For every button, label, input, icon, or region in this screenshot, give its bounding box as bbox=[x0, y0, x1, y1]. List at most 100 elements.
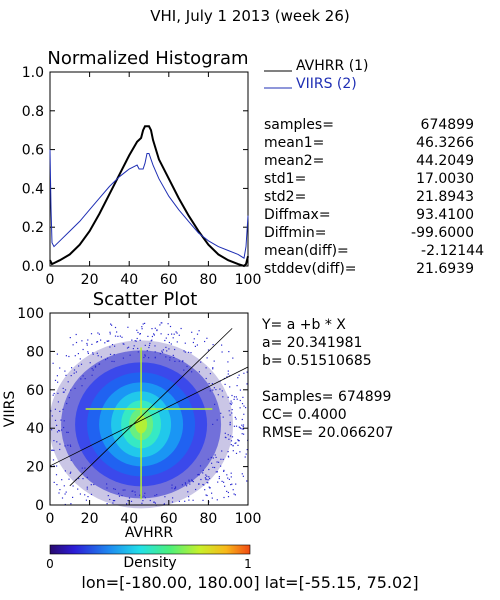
outlier-point bbox=[242, 426, 244, 428]
outlier-point bbox=[221, 450, 223, 452]
outlier-point bbox=[188, 499, 190, 501]
outlier-point bbox=[192, 341, 194, 344]
outlier-point bbox=[70, 503, 72, 505]
outlier-point bbox=[227, 477, 229, 479]
outlier-point bbox=[170, 343, 172, 345]
regression-panel: Y= a +b * X a= 20.341981 b= 0.51510685 S… bbox=[261, 317, 393, 441]
outlier-point bbox=[242, 396, 244, 398]
outlier-point bbox=[203, 484, 205, 486]
outlier-point bbox=[86, 488, 88, 490]
outlier-point bbox=[134, 491, 136, 493]
outlier-point bbox=[132, 348, 134, 350]
outlier-point bbox=[117, 335, 119, 337]
outlier-point bbox=[165, 346, 167, 348]
outlier-point bbox=[75, 333, 77, 336]
outlier-point bbox=[237, 377, 239, 379]
outlier-point bbox=[159, 324, 161, 326]
outlier-point bbox=[231, 409, 233, 411]
outlier-point bbox=[65, 355, 67, 357]
outlier-point bbox=[156, 494, 158, 496]
stat-label-diffmax: Diffmax= bbox=[264, 207, 331, 223]
outlier-point bbox=[207, 482, 209, 484]
stat-value-samples: 674899 bbox=[421, 117, 474, 133]
histogram-x-tick-label: 0 bbox=[46, 272, 55, 288]
outlier-point bbox=[230, 440, 233, 442]
outlier-point bbox=[239, 407, 241, 409]
outlier-point bbox=[221, 480, 223, 482]
outlier-point bbox=[59, 489, 61, 491]
outlier-point bbox=[239, 451, 241, 453]
outlier-point bbox=[175, 331, 177, 333]
outlier-point bbox=[241, 433, 243, 435]
outlier-point bbox=[51, 449, 53, 451]
outlier-point bbox=[241, 403, 244, 405]
outlier-point bbox=[143, 356, 145, 359]
outlier-point bbox=[211, 497, 213, 499]
outlier-point bbox=[139, 333, 141, 335]
outlier-point bbox=[144, 355, 146, 357]
outlier-point bbox=[141, 502, 143, 504]
scatter-chart: Scatter Plot 0 20 40 60 80 100 0 20 40 60 80 100 AV… bbox=[2, 289, 261, 541]
density-colorbar: 0 Density 1 bbox=[46, 544, 252, 571]
stat-label-diffmin: Diffmin= bbox=[264, 225, 326, 241]
outlier-point bbox=[193, 338, 195, 340]
outlier-point bbox=[183, 369, 185, 371]
outlier-point bbox=[70, 471, 72, 473]
outlier-point bbox=[197, 474, 199, 476]
outlier-point bbox=[109, 346, 111, 348]
outlier-point bbox=[56, 375, 58, 377]
outlier-point bbox=[56, 431, 59, 433]
outlier-point bbox=[231, 394, 233, 397]
outlier-point bbox=[233, 396, 236, 398]
outlier-point bbox=[53, 440, 55, 442]
histogram-y-tick-label: 0.4 bbox=[22, 181, 44, 197]
outlier-point bbox=[56, 465, 58, 467]
regression-a: a= 20.341981 bbox=[262, 335, 362, 351]
outlier-point bbox=[72, 485, 74, 487]
outlier-point bbox=[172, 354, 174, 356]
outlier-point bbox=[198, 330, 200, 332]
outlier-point bbox=[171, 501, 174, 503]
outlier-point bbox=[184, 351, 186, 353]
outlier-point bbox=[74, 355, 76, 357]
outlier-point bbox=[229, 424, 231, 426]
outlier-point bbox=[220, 458, 222, 460]
outlier-point bbox=[74, 387, 76, 389]
outlier-point bbox=[214, 403, 216, 405]
outlier-point bbox=[142, 323, 144, 325]
stat-value-diffmin: -99.6000 bbox=[411, 225, 474, 241]
outlier-point bbox=[63, 420, 65, 422]
outlier-point bbox=[235, 418, 237, 420]
stat-label-mean2: mean2= bbox=[264, 153, 324, 169]
outlier-point bbox=[184, 500, 186, 502]
outlier-point bbox=[144, 497, 146, 499]
outlier-point bbox=[220, 412, 222, 414]
regression-cc: CC= 0.4000 bbox=[262, 407, 347, 423]
outlier-point bbox=[51, 415, 53, 417]
outlier-point bbox=[190, 352, 192, 354]
outlier-point bbox=[241, 428, 243, 430]
outlier-point bbox=[208, 383, 210, 385]
outlier-point bbox=[67, 381, 69, 383]
outlier-point bbox=[90, 484, 92, 486]
outlier-point bbox=[126, 503, 128, 505]
outlier-point bbox=[200, 361, 202, 363]
outlier-point bbox=[198, 483, 200, 485]
outlier-point bbox=[137, 331, 139, 334]
outlier-point bbox=[217, 394, 219, 396]
outlier-point bbox=[57, 392, 59, 394]
outlier-point bbox=[176, 332, 178, 334]
outlier-point bbox=[227, 451, 229, 453]
outlier-point bbox=[128, 497, 131, 499]
outlier-point bbox=[195, 488, 197, 491]
outlier-point bbox=[70, 375, 72, 377]
outlier-point bbox=[57, 401, 59, 403]
outlier-point bbox=[109, 353, 112, 355]
outlier-point bbox=[198, 371, 200, 373]
scatter-x-axis-label: AVHRR bbox=[125, 525, 174, 541]
outlier-point bbox=[96, 341, 99, 343]
outlier-point bbox=[127, 500, 129, 502]
outlier-point bbox=[164, 339, 166, 342]
outlier-point bbox=[106, 503, 108, 505]
regression-fit-line bbox=[49, 366, 249, 467]
